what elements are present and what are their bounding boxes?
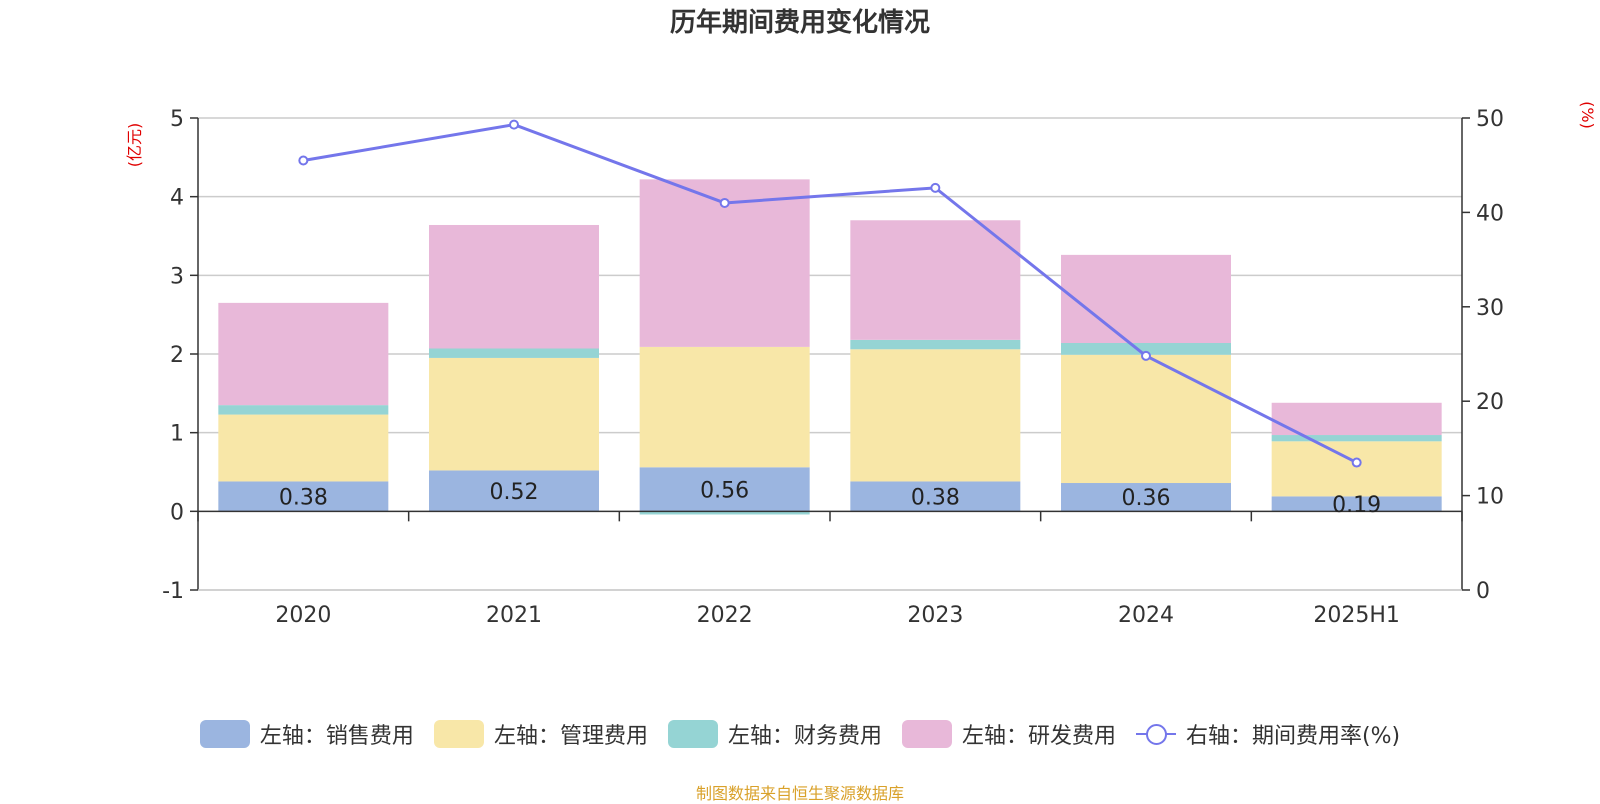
bar-2022-0 [639, 467, 810, 512]
x-tick-label: 2024 [1118, 603, 1174, 628]
data-label-sales: 0.38 [911, 485, 960, 510]
bar-2024-1 [1061, 354, 1231, 484]
bar-2020-3 [218, 302, 389, 406]
legend-item-expense-rate[interactable]: 右轴：期间费用率(%) [1135, 718, 1401, 750]
bar-2021-0 [429, 470, 599, 512]
legend-line-icon [1135, 720, 1176, 748]
legend-swatch-finance [667, 720, 718, 748]
bar-2025H1-3 [1271, 402, 1442, 436]
y-axis-left-label: (亿元) [125, 123, 144, 168]
legend-swatch-rnd [901, 720, 952, 748]
x-tick-label: 2023 [907, 603, 963, 628]
y-left-tick-label: 2 [170, 343, 184, 368]
bar-2025H1-1 [1271, 441, 1442, 497]
y-left-tick-label: 4 [170, 186, 184, 211]
y-right-tick-label: 40 [1476, 201, 1504, 226]
legend: 左轴：销售费用 左轴：管理费用 左轴：财务费用 左轴：研发费用 右轴：期间费用率… [0, 718, 1600, 750]
data-labels: 0.38 0.52 0.56 0.38 0.36 0.19 [279, 478, 1381, 518]
legend-label-admin: 左轴：管理费用 [493, 724, 648, 749]
bar-2024-3 [1061, 254, 1231, 343]
line-series [298, 119, 1362, 468]
y-right-tick-label: 0 [1476, 579, 1490, 604]
legend-item-rnd[interactable]: 左轴：研发费用 [901, 718, 1116, 750]
expense-rate-point-2023 [930, 182, 941, 193]
expense-rate-point-2025H1 [1351, 457, 1362, 468]
bar-2021-1 [429, 357, 599, 471]
x-tick-label: 2025H1 [1313, 603, 1400, 628]
bar-2020-0 [218, 481, 389, 512]
expense-rate-point-2022 [719, 197, 730, 208]
legend-label-expense-rate: 右轴：期间费用率(%) [1185, 724, 1401, 749]
data-label-sales: 0.19 [1332, 493, 1381, 518]
bar-2020-1 [218, 414, 389, 482]
x-tick-label: 2020 [275, 603, 331, 628]
y-right-tick-label: 10 [1476, 485, 1504, 510]
chart-title: 历年期间费用变化情况 [669, 8, 930, 38]
y-right-tick-label: 20 [1476, 390, 1504, 415]
legend-label-finance: 左轴：财务费用 [727, 724, 882, 749]
legend-label-rnd: 左轴：研发费用 [961, 724, 1116, 749]
bar-2024-0 [1061, 483, 1231, 512]
bar-2024-2 [1061, 342, 1231, 355]
data-label-sales: 0.52 [490, 480, 539, 505]
bar-2023-3 [850, 220, 1021, 340]
legend-item-finance[interactable]: 左轴：财务费用 [667, 718, 882, 750]
x-tick-label: 2022 [697, 603, 753, 628]
bar-2023-1 [850, 349, 1021, 482]
source-note: 制图数据来自恒生聚源数据库 [695, 784, 904, 803]
bar-2020-2 [218, 405, 389, 415]
bar-2021-3 [429, 224, 599, 349]
data-label-sales: 0.56 [700, 478, 749, 503]
expense-rate-point-2021 [509, 119, 519, 130]
legend-item-admin[interactable]: 左轴：管理费用 [433, 718, 648, 750]
legend-swatch-sales [199, 720, 250, 748]
legend-item-sales[interactable]: 左轴：销售费用 [199, 718, 414, 750]
y-left-tick-label: -1 [162, 579, 184, 604]
y-left-tick-label: 0 [170, 500, 184, 525]
bar-2022-2 [639, 511, 810, 515]
y-left-tick-label: 3 [170, 264, 184, 289]
bar-2021-2 [429, 348, 599, 358]
data-label-sales: 0.36 [1122, 486, 1171, 511]
y-axis-right-label: (%) [1578, 101, 1597, 129]
expense-rate-point-2020 [298, 155, 309, 166]
bar-2022-1 [639, 346, 810, 468]
y-left-tick-label: 5 [170, 107, 184, 132]
bar-2023-0 [850, 481, 1021, 512]
legend-swatch-admin [433, 720, 484, 748]
legend-label-sales: 左轴：销售费用 [259, 724, 414, 749]
y-left-tick-label: 1 [170, 422, 184, 447]
expense-rate-line [303, 123, 1358, 464]
bar-series [218, 179, 1442, 515]
bar-2023-2 [850, 339, 1021, 350]
x-tick-label: 2021 [486, 603, 542, 628]
bar-2025H1-2 [1271, 435, 1442, 442]
expense-rate-point-2024 [1141, 350, 1151, 361]
y-right-tick-label: 50 [1476, 107, 1504, 132]
data-label-sales: 0.38 [279, 485, 328, 510]
bar-2025H1-0 [1271, 496, 1442, 512]
y-right-tick-label: 30 [1476, 296, 1504, 321]
